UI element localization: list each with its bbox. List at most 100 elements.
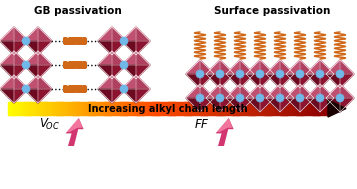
Bar <box>226 102 227 115</box>
Bar <box>88 102 90 115</box>
Polygon shape <box>260 98 274 112</box>
Bar <box>257 102 258 115</box>
Bar <box>222 102 224 115</box>
Bar <box>221 102 223 115</box>
Circle shape <box>196 70 204 78</box>
Bar <box>316 102 318 115</box>
Polygon shape <box>112 51 126 65</box>
Bar <box>234 102 236 115</box>
Bar <box>324 102 325 115</box>
Polygon shape <box>0 41 14 55</box>
Bar <box>305 102 306 115</box>
Bar <box>201 102 203 115</box>
Bar <box>56 102 57 115</box>
Bar <box>213 102 214 115</box>
Bar <box>291 102 292 115</box>
Bar <box>120 102 122 115</box>
Circle shape <box>316 94 324 102</box>
Bar <box>225 102 226 115</box>
Bar <box>241 102 242 115</box>
Bar <box>36 102 37 115</box>
Bar <box>99 102 100 115</box>
Bar <box>219 102 221 115</box>
Bar <box>142 102 144 115</box>
Circle shape <box>296 70 304 78</box>
Polygon shape <box>66 118 84 146</box>
Bar <box>310 102 311 115</box>
Polygon shape <box>136 75 150 89</box>
Bar <box>215 102 216 115</box>
Bar <box>16 102 18 115</box>
Circle shape <box>120 37 128 45</box>
Polygon shape <box>280 84 294 98</box>
Bar <box>105 102 107 115</box>
Bar <box>278 102 280 115</box>
Bar <box>285 102 287 115</box>
Bar <box>252 102 254 115</box>
Bar <box>191 102 193 115</box>
Bar <box>240 102 241 115</box>
Bar <box>301 102 303 115</box>
Bar <box>47 102 49 115</box>
Bar <box>326 102 327 115</box>
Bar <box>299 102 301 115</box>
Bar <box>318 102 320 115</box>
Bar <box>314 102 316 115</box>
Bar <box>292 102 293 115</box>
Polygon shape <box>206 60 220 74</box>
Polygon shape <box>14 41 28 55</box>
Polygon shape <box>326 84 340 98</box>
Bar <box>300 102 302 115</box>
Bar <box>28 102 30 115</box>
Bar <box>129 102 130 115</box>
Bar <box>235 102 237 115</box>
Polygon shape <box>260 74 274 88</box>
Polygon shape <box>246 74 260 88</box>
Bar <box>260 102 261 115</box>
Bar <box>46 102 48 115</box>
Bar <box>135 102 136 115</box>
Bar <box>261 102 262 115</box>
Polygon shape <box>112 89 126 103</box>
Bar <box>190 102 192 115</box>
Bar <box>114 102 115 115</box>
Bar <box>170 102 172 115</box>
Polygon shape <box>136 41 150 55</box>
Bar <box>74 102 76 115</box>
Polygon shape <box>206 84 220 98</box>
Circle shape <box>216 70 224 78</box>
Polygon shape <box>328 100 346 117</box>
Polygon shape <box>112 41 126 55</box>
Bar <box>59 102 61 115</box>
Polygon shape <box>206 98 220 112</box>
Bar <box>176 102 177 115</box>
Polygon shape <box>220 74 234 88</box>
Polygon shape <box>98 89 112 103</box>
Bar <box>24 102 26 115</box>
Polygon shape <box>0 65 14 79</box>
Bar <box>279 102 281 115</box>
Bar <box>295 102 297 115</box>
Bar <box>27 102 29 115</box>
Bar <box>119 102 121 115</box>
Bar <box>12 102 14 115</box>
Polygon shape <box>286 60 300 74</box>
Bar <box>146 102 147 115</box>
Bar <box>60 102 62 115</box>
Bar <box>157 102 159 115</box>
Polygon shape <box>266 84 280 98</box>
Bar <box>102 102 104 115</box>
Bar <box>242 102 243 115</box>
Polygon shape <box>240 84 254 98</box>
Polygon shape <box>122 65 136 79</box>
Bar <box>196 102 197 115</box>
Bar <box>229 102 230 115</box>
Bar <box>249 102 251 115</box>
Polygon shape <box>266 74 280 88</box>
Bar <box>144 102 145 115</box>
Bar <box>43 102 45 115</box>
Bar <box>210 102 211 115</box>
Bar <box>147 102 148 115</box>
Bar <box>104 102 106 115</box>
Bar <box>84 102 85 115</box>
